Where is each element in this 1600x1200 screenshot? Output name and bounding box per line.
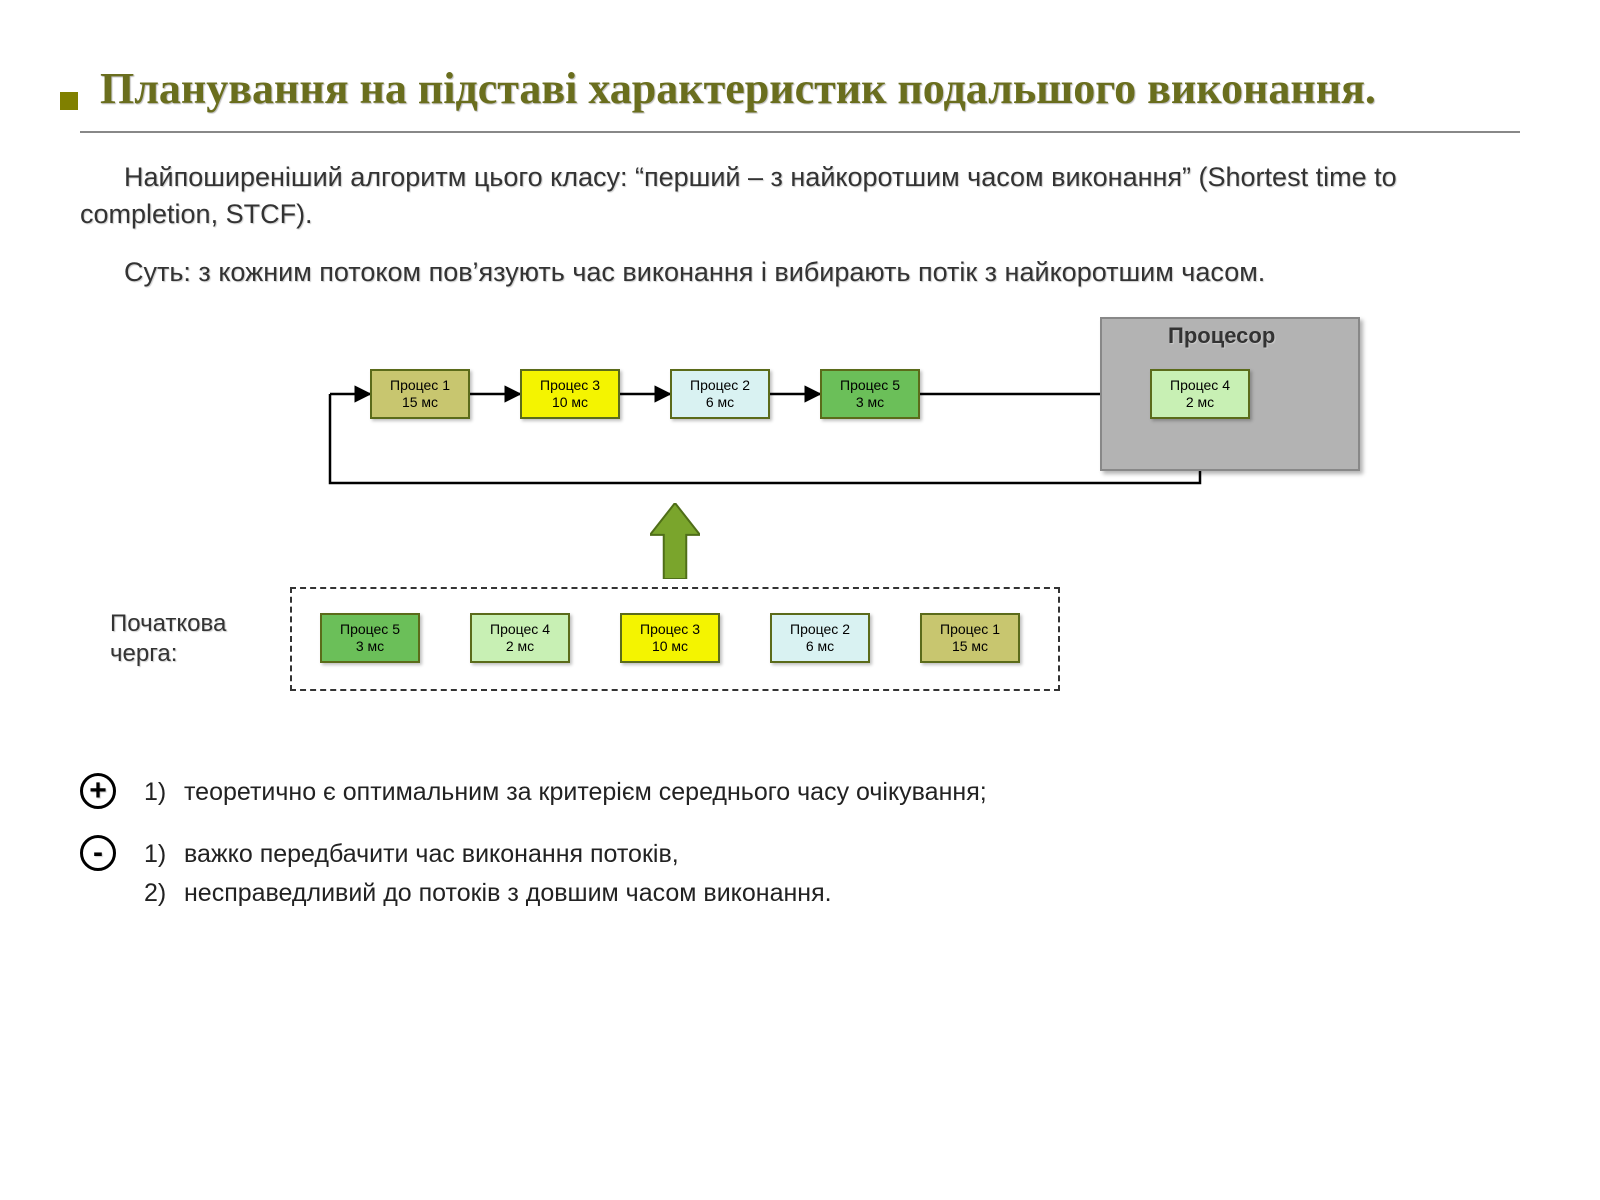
- process-time: 2 мс: [506, 638, 534, 654]
- sorted-process-4: Процес 42 мс: [1150, 369, 1250, 419]
- minus-icon: -: [80, 835, 116, 871]
- process-name: Процес 2: [790, 621, 850, 637]
- process-time: 15 мс: [952, 638, 988, 654]
- sorted-process-3: Процес 53 мс: [820, 369, 920, 419]
- pros-cons-lists: + 1)теоретично є оптимальним за критеріє…: [80, 773, 1520, 913]
- list-item-number: 2): [144, 874, 184, 913]
- initial-process-2: Процес 310 мс: [620, 613, 720, 663]
- list-item: 1)важко передбачити час виконання потокі…: [144, 835, 832, 874]
- list-item-text: несправедливий до потоків з довшим часом…: [184, 879, 832, 907]
- sorted-process-2: Процес 26 мс: [670, 369, 770, 419]
- process-name: Процес 1: [390, 377, 450, 393]
- stcf-diagram: ПроцесорПочатковачерга:Процес 115 мсПроц…: [90, 313, 1510, 733]
- process-name: Процес 4: [1170, 377, 1230, 393]
- list-item-number: 1): [144, 835, 184, 874]
- process-name: Процес 5: [340, 621, 400, 637]
- processor-label: Процесор: [1168, 323, 1275, 349]
- list-item-number: 1): [144, 773, 184, 812]
- initial-process-0: Процес 53 мс: [320, 613, 420, 663]
- list-item: 2)несправедливий до потоків з довшим час…: [144, 874, 832, 913]
- process-name: Процес 1: [940, 621, 1000, 637]
- pros-row: + 1)теоретично є оптимальним за критеріє…: [80, 773, 1520, 812]
- process-name: Процес 3: [640, 621, 700, 637]
- list-item-text: теоретично є оптимальним за критерієм се…: [184, 778, 987, 806]
- plus-icon: +: [80, 773, 116, 809]
- title-bullet: [60, 92, 78, 110]
- initial-process-4: Процес 115 мс: [920, 613, 1020, 663]
- paragraph-2: Суть: з кожним потоком пов’язують час ви…: [80, 254, 1520, 290]
- cons-items: 1)важко передбачити час виконання потокі…: [144, 835, 832, 913]
- title-rule: [80, 131, 1520, 133]
- paragraph-1: Найпоширеніший алгоритм цього класу: “пе…: [80, 159, 1520, 232]
- pros-items: 1)теоретично є оптимальним за критерієм …: [144, 773, 987, 812]
- process-time: 10 мс: [652, 638, 688, 654]
- list-item-text: важко передбачити час виконання потоків,: [184, 840, 679, 868]
- slide-title: Планування на підставі характеристик под…: [100, 60, 1520, 117]
- sorted-process-1: Процес 310 мс: [520, 369, 620, 419]
- cons-row: - 1)важко передбачити час виконання пото…: [80, 835, 1520, 913]
- initial-queue-label: Початковачерга:: [110, 609, 226, 669]
- process-time: 6 мс: [806, 638, 834, 654]
- process-name: Процес 4: [490, 621, 550, 637]
- sorted-process-0: Процес 115 мс: [370, 369, 470, 419]
- initial-process-3: Процес 26 мс: [770, 613, 870, 663]
- slide: Планування на підставі характеристик под…: [0, 0, 1600, 1200]
- process-time: 6 мс: [706, 394, 734, 410]
- process-time: 3 мс: [856, 394, 884, 410]
- process-name: Процес 2: [690, 377, 750, 393]
- process-name: Процес 5: [840, 377, 900, 393]
- process-name: Процес 3: [540, 377, 600, 393]
- list-item: 1)теоретично є оптимальним за критерієм …: [144, 773, 987, 812]
- process-time: 15 мс: [402, 394, 438, 410]
- process-time: 3 мс: [356, 638, 384, 654]
- initial-process-1: Процес 42 мс: [470, 613, 570, 663]
- process-time: 2 мс: [1186, 394, 1214, 410]
- process-time: 10 мс: [552, 394, 588, 410]
